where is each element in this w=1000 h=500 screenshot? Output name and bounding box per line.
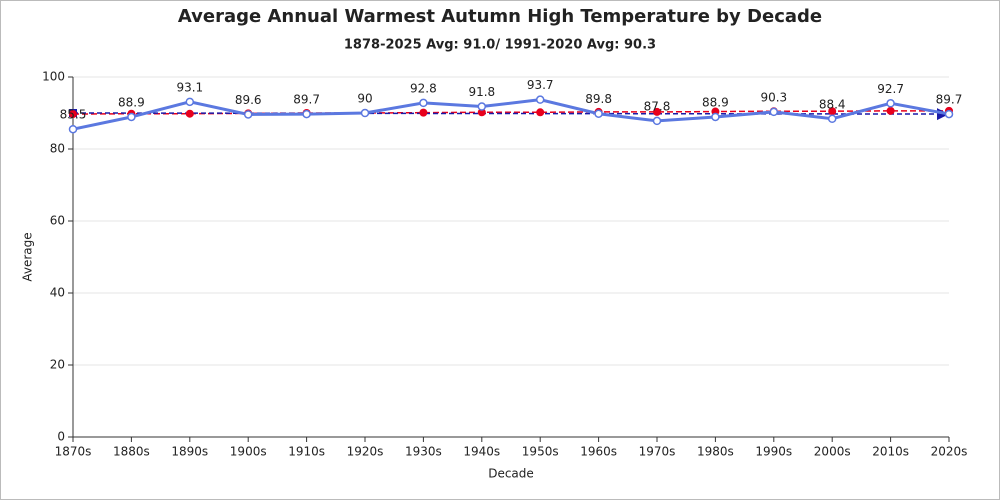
chart-subtitle: 1878-2025 Avg: 91.0/ 1991-2020 Avg: 90.3	[344, 38, 656, 53]
trend-point	[653, 107, 661, 116]
data-label: 88.9	[702, 95, 729, 109]
x-tick-label: 1900s	[230, 445, 267, 459]
data-label: 90	[357, 92, 372, 106]
data-label: 89.7	[936, 93, 963, 107]
data-label: 88.4	[819, 97, 846, 111]
data-label: 85.5	[60, 108, 87, 122]
data-point	[68, 124, 78, 134]
data-point	[652, 116, 662, 126]
data-label: 87.8	[644, 99, 671, 113]
y-tick-label: 80	[50, 142, 65, 156]
data-point	[419, 98, 428, 108]
x-tick-label: 1930s	[405, 445, 442, 459]
trend-point	[69, 110, 77, 119]
x-axis-title: Decade	[488, 467, 534, 481]
x-tick-label: 2020s	[931, 445, 968, 459]
data-line	[72, 98, 950, 131]
data-point	[769, 107, 779, 117]
x-tick-label: 1880s	[113, 445, 150, 459]
x-tick-label: 2010s	[872, 445, 909, 459]
y-axis-title: Average	[21, 232, 35, 281]
data-label: 93.7	[527, 78, 554, 92]
data-point	[127, 112, 136, 122]
data-point	[302, 109, 311, 119]
data-label: 89.8	[585, 92, 612, 106]
trend-point	[477, 108, 486, 117]
data-point	[711, 112, 720, 122]
data-point	[477, 102, 487, 111]
data-point	[535, 95, 545, 104]
data-label: 91.8	[468, 85, 495, 99]
data-label: 89.6	[235, 93, 262, 107]
y-tick-label: 40	[50, 286, 65, 300]
trend-point	[185, 109, 194, 118]
x-tick-label: 1960s	[580, 445, 617, 459]
data-label: 93.1	[176, 80, 203, 94]
data-label: 89.7	[293, 93, 320, 107]
data-point	[360, 108, 370, 118]
data-label: 90.3	[760, 90, 787, 104]
data-point	[594, 109, 603, 118]
y-tick-label: 20	[50, 358, 65, 372]
trend-point	[419, 108, 428, 117]
data-label: 88.9	[118, 95, 145, 109]
trend-point	[828, 107, 837, 116]
x-tick-label: 1910s	[288, 445, 325, 459]
x-tick-label: 1980s	[697, 445, 734, 459]
data-point	[827, 114, 837, 124]
data-point	[243, 110, 253, 119]
y-tick-label: 100	[42, 70, 65, 84]
data-point	[886, 99, 895, 108]
x-tick-label: 1950s	[522, 445, 559, 459]
x-tick-label: 1990s	[755, 445, 792, 459]
y-tick-label: 60	[50, 214, 65, 228]
x-tick-label: 1870s	[55, 445, 92, 459]
x-tick-label: 1940s	[463, 445, 500, 459]
x-tick-label: 2000s	[814, 445, 851, 459]
data-label: 92.8	[410, 81, 437, 95]
trend-point	[886, 106, 895, 115]
y-tick-label: 0	[57, 430, 65, 444]
data-point	[185, 97, 195, 107]
x-tick-label: 1920s	[347, 445, 384, 459]
x-tick-label: 1970s	[639, 445, 676, 459]
x-tick-label: 1890s	[171, 445, 208, 459]
data-label: 92.7	[877, 82, 904, 96]
chart-title: Average Annual Warmest Autumn High Tempe…	[178, 6, 822, 27]
data-point	[944, 109, 954, 119]
trend-point	[536, 108, 545, 117]
